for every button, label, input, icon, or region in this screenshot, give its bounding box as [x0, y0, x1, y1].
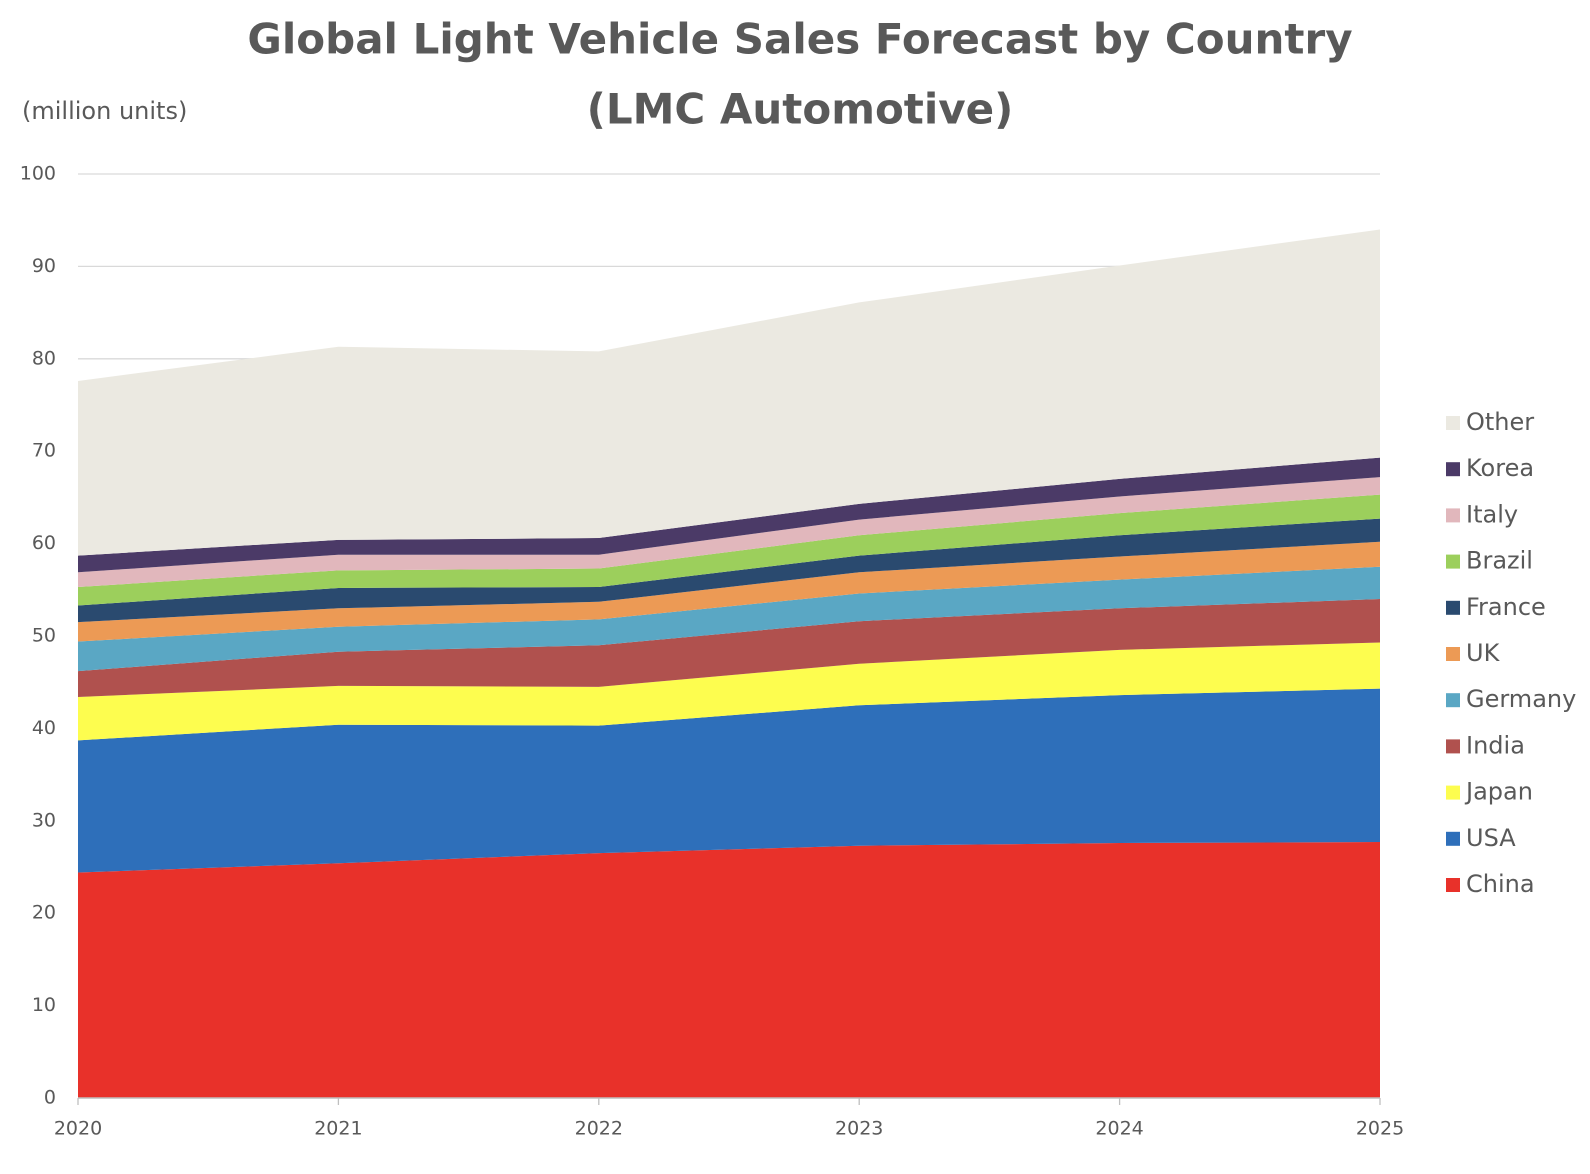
legend-swatch	[1446, 600, 1460, 615]
legend-swatch	[1446, 739, 1460, 754]
x-tick-label: 2024	[1095, 1118, 1143, 1140]
legend-swatch	[1446, 693, 1460, 708]
legend-swatch	[1446, 831, 1460, 846]
area	[78, 477, 1380, 588]
legend-label: China	[1466, 870, 1535, 898]
legend-label: India	[1466, 731, 1525, 759]
area	[78, 599, 1380, 697]
legend-swatch	[1446, 462, 1460, 477]
x-tick-label: 2020	[54, 1118, 102, 1140]
area	[78, 541, 1380, 642]
y-tick-label: 0	[44, 1087, 56, 1109]
area	[78, 688, 1380, 873]
legend-label: Brazil	[1466, 547, 1533, 575]
legend-swatch	[1446, 878, 1460, 892]
area	[78, 566, 1380, 672]
legend-label: Japan	[1464, 778, 1533, 806]
legend-label: Italy	[1466, 500, 1518, 528]
area	[78, 642, 1380, 741]
x-tick-label: 2021	[314, 1118, 362, 1140]
y-tick-label: 80	[32, 347, 56, 369]
legend-label: France	[1466, 593, 1546, 621]
area	[78, 494, 1380, 606]
legend-label: Korea	[1466, 454, 1534, 482]
y-tick-label: 10	[32, 994, 56, 1016]
area	[78, 518, 1380, 623]
legend-swatch	[1446, 554, 1460, 569]
legend-label: USA	[1466, 824, 1516, 852]
area	[78, 229, 1380, 556]
y-tick-label: 60	[32, 532, 56, 554]
legend-label: Other	[1466, 408, 1534, 436]
y-axis-label: (million units)	[22, 97, 187, 125]
y-tick-label: 70	[32, 440, 56, 462]
chart-subtitle: (LMC Automotive)	[587, 85, 1014, 134]
y-tick-label: 100	[20, 163, 56, 185]
y-tick-label: 20	[32, 902, 56, 924]
area	[78, 457, 1380, 573]
y-tick-label: 90	[32, 255, 56, 277]
chart-title: Global Light Vehicle Sales Forecast by C…	[247, 15, 1352, 64]
x-tick-label: 2023	[835, 1118, 883, 1140]
legend-swatch	[1446, 416, 1460, 430]
area	[78, 842, 1380, 1098]
x-tick-label: 2025	[1356, 1118, 1404, 1140]
y-tick-label: 50	[32, 625, 56, 647]
legend-label: Germany	[1466, 685, 1576, 713]
legend-label: UK	[1466, 639, 1501, 667]
x-tick-label: 2022	[575, 1118, 623, 1140]
legend-swatch	[1446, 785, 1460, 800]
legend-swatch	[1446, 647, 1460, 661]
legend-swatch	[1446, 508, 1460, 523]
y-tick-label: 40	[32, 717, 56, 739]
y-tick-label: 30	[32, 809, 56, 831]
